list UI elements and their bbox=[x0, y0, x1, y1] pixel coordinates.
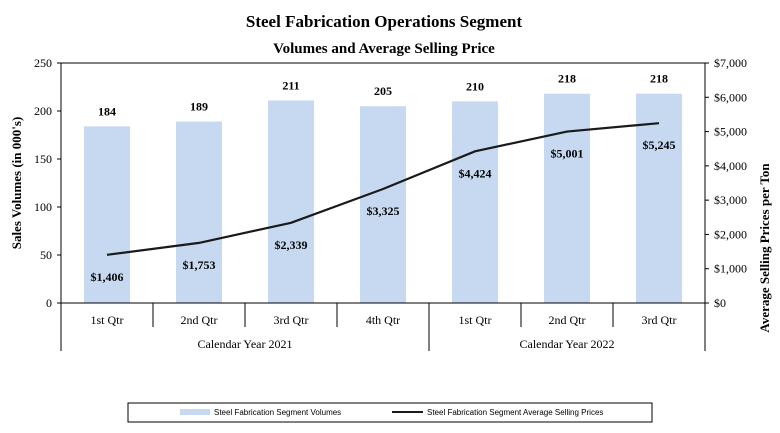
legend-box bbox=[127, 402, 653, 423]
left-axis-title: Sales Volumes (in 000's) bbox=[9, 117, 24, 250]
category-label: 3rd Qtr bbox=[274, 313, 309, 327]
bar-value-label: 210 bbox=[466, 79, 484, 93]
left-tick-label: 100 bbox=[34, 200, 52, 214]
right-tick-label: $7,000 bbox=[714, 56, 747, 70]
left-tick-label: 250 bbox=[34, 56, 52, 70]
bar-volume bbox=[84, 126, 130, 303]
legend-line-label: Steel Fabrication Segment Average Sellin… bbox=[427, 408, 603, 417]
price-line bbox=[106, 122, 660, 256]
bar-volume bbox=[452, 101, 498, 304]
category-label: 4th Qtr bbox=[366, 313, 400, 327]
category-label: 1st Qtr bbox=[459, 313, 492, 327]
price-value-label: $3,325 bbox=[367, 204, 400, 218]
bar-volume bbox=[636, 93, 682, 303]
right-tick-label: $3,000 bbox=[714, 193, 747, 207]
right-tick-label: $5,000 bbox=[714, 125, 747, 139]
price-value-label: $4,424 bbox=[459, 166, 492, 180]
right-tick-label: $6,000 bbox=[714, 90, 747, 104]
chart-subtitle: Volumes and Average Selling Price bbox=[273, 41, 495, 57]
right-tick-label: $4,000 bbox=[714, 159, 747, 173]
group-label: Calendar Year 2022 bbox=[520, 337, 615, 351]
plot-frame bbox=[60, 62, 706, 304]
price-value-label: $5,245 bbox=[643, 138, 676, 152]
left-tick-label: 0 bbox=[46, 296, 52, 310]
bar-value-label: 189 bbox=[190, 100, 208, 114]
bar-volume bbox=[360, 106, 406, 303]
right-tick-label: $0 bbox=[714, 296, 726, 310]
bar-volume bbox=[544, 93, 590, 303]
chart-title: Steel Fabrication Operations Segment bbox=[246, 12, 523, 31]
legend: Steel Fabrication Segment Volumes Steel … bbox=[127, 402, 653, 423]
right-axis-title: Average Selling Prices per Ton bbox=[757, 163, 772, 333]
bar-volume bbox=[176, 121, 222, 303]
category-label: 1st Qtr bbox=[91, 313, 124, 327]
bar-value-label: 205 bbox=[374, 84, 392, 98]
right-tick-label: $1,000 bbox=[714, 262, 747, 276]
right-tick-label: $2,000 bbox=[714, 227, 747, 241]
price-value-label: $5,001 bbox=[551, 147, 584, 161]
price-value-label: $1,753 bbox=[183, 258, 216, 272]
bar-value-label: 218 bbox=[650, 72, 668, 86]
category-label: 2nd Qtr bbox=[549, 313, 586, 327]
category-label: 2nd Qtr bbox=[181, 313, 218, 327]
bar-volume bbox=[268, 100, 314, 303]
legend-bar-swatch bbox=[180, 409, 210, 415]
bar-value-label: 218 bbox=[558, 72, 576, 86]
legend-bar-label: Steel Fabrication Segment Volumes bbox=[214, 408, 341, 417]
category-label: 3rd Qtr bbox=[642, 313, 677, 327]
bar-value-label: 184 bbox=[98, 104, 116, 118]
bar-value-label: 211 bbox=[282, 78, 299, 92]
left-tick-label: 50 bbox=[40, 248, 52, 262]
price-value-label: $2,339 bbox=[275, 238, 308, 252]
group-label: Calendar Year 2021 bbox=[198, 337, 293, 351]
price-value-label: $1,406 bbox=[91, 270, 124, 284]
left-tick-label: 200 bbox=[34, 104, 52, 118]
left-tick-label: 150 bbox=[34, 152, 52, 166]
